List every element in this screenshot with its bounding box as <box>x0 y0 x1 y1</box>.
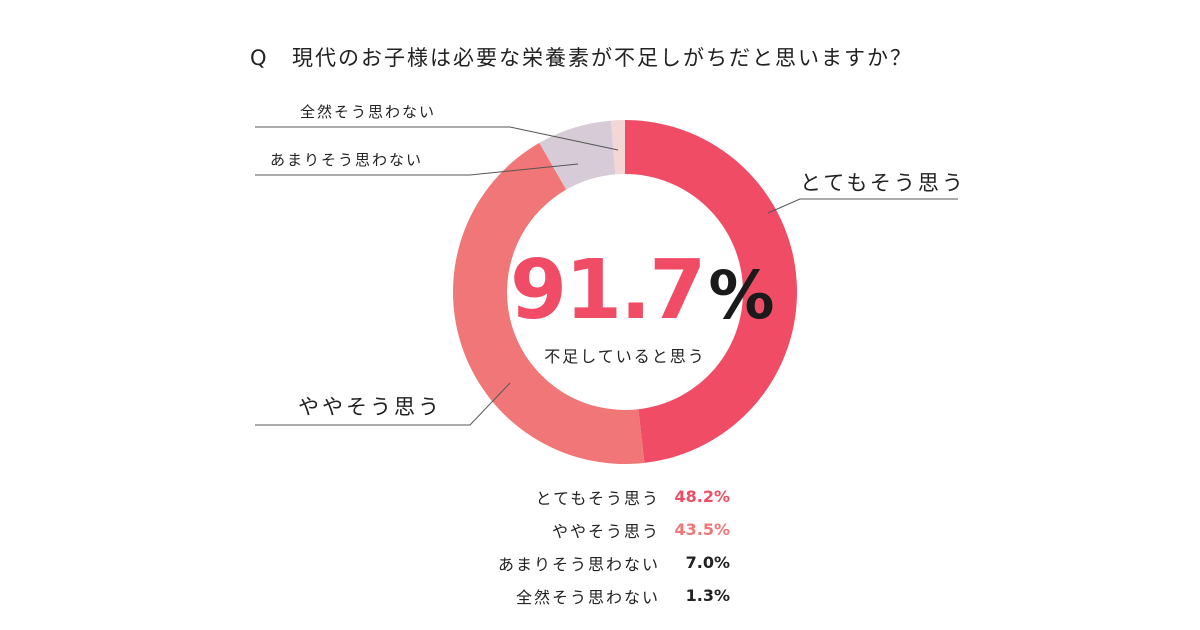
legend-row-somewhat: ややそう思う 43.5% <box>400 513 730 546</box>
legend-table: とてもそう思う 48.2% ややそう思う 43.5% あまりそう思わない 7.0… <box>400 480 730 612</box>
callout-not-much: あまりそう思わない <box>270 151 424 169</box>
legend-label: ややそう思う <box>551 521 660 541</box>
legend-row-not-much: あまりそう思わない 7.0% <box>400 546 730 579</box>
legend-row-not-at-all: 全然そう思わない 1.3% <box>400 579 730 612</box>
center-percentage: 91.7% <box>510 250 774 332</box>
question-title: Q 現代のお子様は必要な栄養素が不足しがちだと思いますか？ <box>250 42 913 72</box>
legend-value: 48.2% <box>674 487 730 506</box>
leader-line-not-at-all <box>255 126 619 151</box>
donut-slices <box>453 120 798 465</box>
question-text: 現代のお子様は必要な栄養素が不足しがちだと思いますか？ <box>292 46 913 70</box>
center-value-number: 91.7 <box>510 243 706 338</box>
leader-line-somewhat <box>255 382 511 426</box>
legend-label: とてもそう思う <box>535 488 660 508</box>
leader-lines <box>255 126 958 426</box>
legend-value: 7.0% <box>685 553 730 572</box>
leader-line-not-much <box>255 163 579 176</box>
slice-not-much <box>539 120 616 190</box>
legend-row-very: とてもそう思う 48.2% <box>400 480 730 513</box>
question-mark: Q <box>250 46 269 70</box>
leader-line-very <box>767 198 958 214</box>
legend-label: あまりそう思わない <box>497 554 660 574</box>
legend-label: 全然そう思わない <box>515 587 660 607</box>
legend-value: 1.3% <box>685 586 730 605</box>
slice-very <box>625 120 798 463</box>
callout-not-at-all: 全然そう思わない <box>300 103 437 121</box>
legend-value: 43.5% <box>674 520 730 539</box>
callout-very: とてもそう思う <box>800 171 966 195</box>
donut-center: 91.7% 不足していると思う <box>510 0 774 630</box>
slice-not-at-all <box>610 120 625 175</box>
center-caption: 不足していると思う <box>544 347 706 366</box>
slice-somewhat <box>453 142 645 465</box>
center-value-unit: % <box>708 257 774 334</box>
callout-somewhat: ややそう思う <box>298 395 442 419</box>
